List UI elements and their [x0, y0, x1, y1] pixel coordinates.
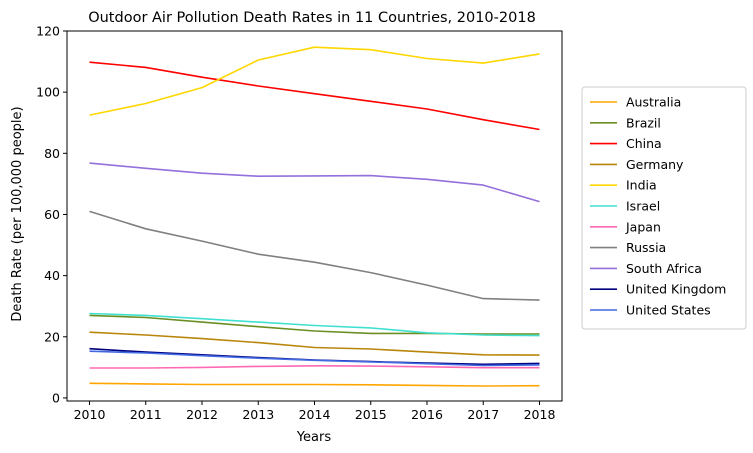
y-tick-label: 80 [44, 146, 60, 161]
x-tick-label: 2014 [299, 407, 331, 422]
series-line-israel [89, 312, 540, 337]
series-line-united-states [89, 350, 540, 367]
series-line-china [89, 61, 540, 131]
legend-label: India [626, 178, 657, 193]
y-axis-label: Death Rate (per 100,000 people) [10, 106, 25, 321]
legend-label: Brazil [626, 115, 661, 130]
x-tick-label: 2016 [411, 407, 443, 422]
y-tick-label: 0 [52, 390, 60, 405]
series-line-south-africa [89, 162, 540, 203]
legend-label: United States [626, 303, 711, 318]
y-tick-label: 100 [36, 85, 60, 100]
x-tick-label: 2017 [467, 407, 499, 422]
legend-label: Japan [625, 219, 661, 234]
x-tick-label: 2012 [186, 407, 218, 422]
y-tick-label: 60 [44, 207, 60, 222]
y-tick-label: 20 [44, 329, 60, 344]
chart-title: Outdoor Air Pollution Death Rates in 11 … [88, 10, 536, 26]
x-axis-label: Years [296, 430, 332, 445]
legend-label: China [626, 136, 662, 151]
legend-box [581, 86, 747, 330]
y-axis: 0 20 40 60 80 100 120 [36, 24, 67, 405]
x-tick-label: 2013 [242, 407, 274, 422]
legend-label: Russia [626, 240, 666, 255]
legend-label: Australia [626, 95, 681, 110]
legend-label: Israel [626, 199, 660, 214]
series-line-australia [89, 382, 540, 387]
legend-label: Germany [626, 157, 684, 172]
legend: Australia Brazil China Germany India Israel Ja… [581, 86, 747, 330]
x-tick-label: 2018 [524, 407, 556, 422]
series-line-united-kingdom [89, 347, 540, 366]
x-axis: 2010 2011 2012 2013 2014 2015 2016 2017 2018 [74, 401, 556, 422]
x-tick-label: 2010 [74, 407, 106, 422]
legend-label: South Africa [626, 261, 702, 276]
series-line-india [89, 46, 540, 116]
series-line-russia [89, 210, 540, 301]
legend-label: United Kingdom [626, 282, 726, 297]
series-line-germany [89, 331, 540, 356]
x-tick-label: 2011 [130, 407, 162, 422]
y-tick-label: 40 [44, 268, 60, 283]
y-tick-label: 120 [36, 24, 60, 39]
plot-area [66, 30, 563, 402]
series-line-japan [89, 364, 540, 369]
series-lines [89, 46, 540, 387]
x-tick-label: 2015 [355, 407, 387, 422]
